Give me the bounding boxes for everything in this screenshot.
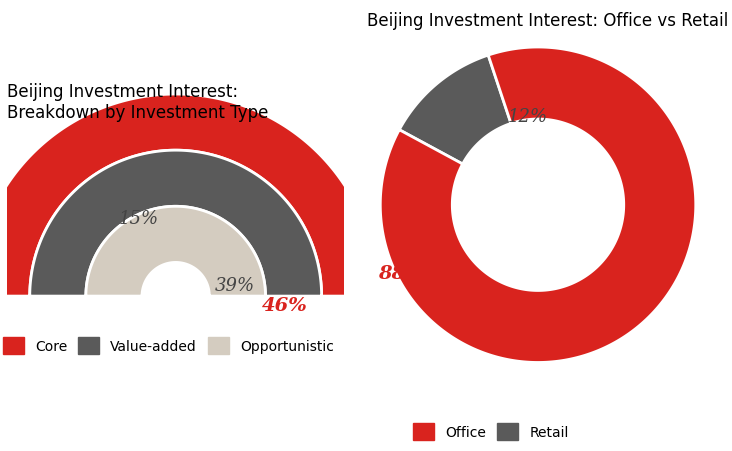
Text: 88%: 88% [378, 265, 424, 283]
Polygon shape [86, 207, 266, 296]
Polygon shape [30, 151, 321, 296]
Polygon shape [0, 95, 378, 296]
Legend: Core, Value-added, Opportunistic: Core, Value-added, Opportunistic [0, 332, 340, 360]
Polygon shape [381, 48, 695, 363]
Polygon shape [399, 56, 511, 165]
Text: 15%: 15% [119, 209, 160, 227]
Text: 46%: 46% [262, 296, 308, 314]
Text: 39%: 39% [214, 276, 255, 294]
Text: Beijing Investment Interest: Office vs Retail: Beijing Investment Interest: Office vs R… [367, 12, 728, 30]
Legend: Office, Retail: Office, Retail [408, 418, 574, 446]
Text: Beijing Investment Interest:
Breakdown by Investment Type: Beijing Investment Interest: Breakdown b… [7, 83, 269, 121]
Text: 12%: 12% [508, 107, 548, 125]
